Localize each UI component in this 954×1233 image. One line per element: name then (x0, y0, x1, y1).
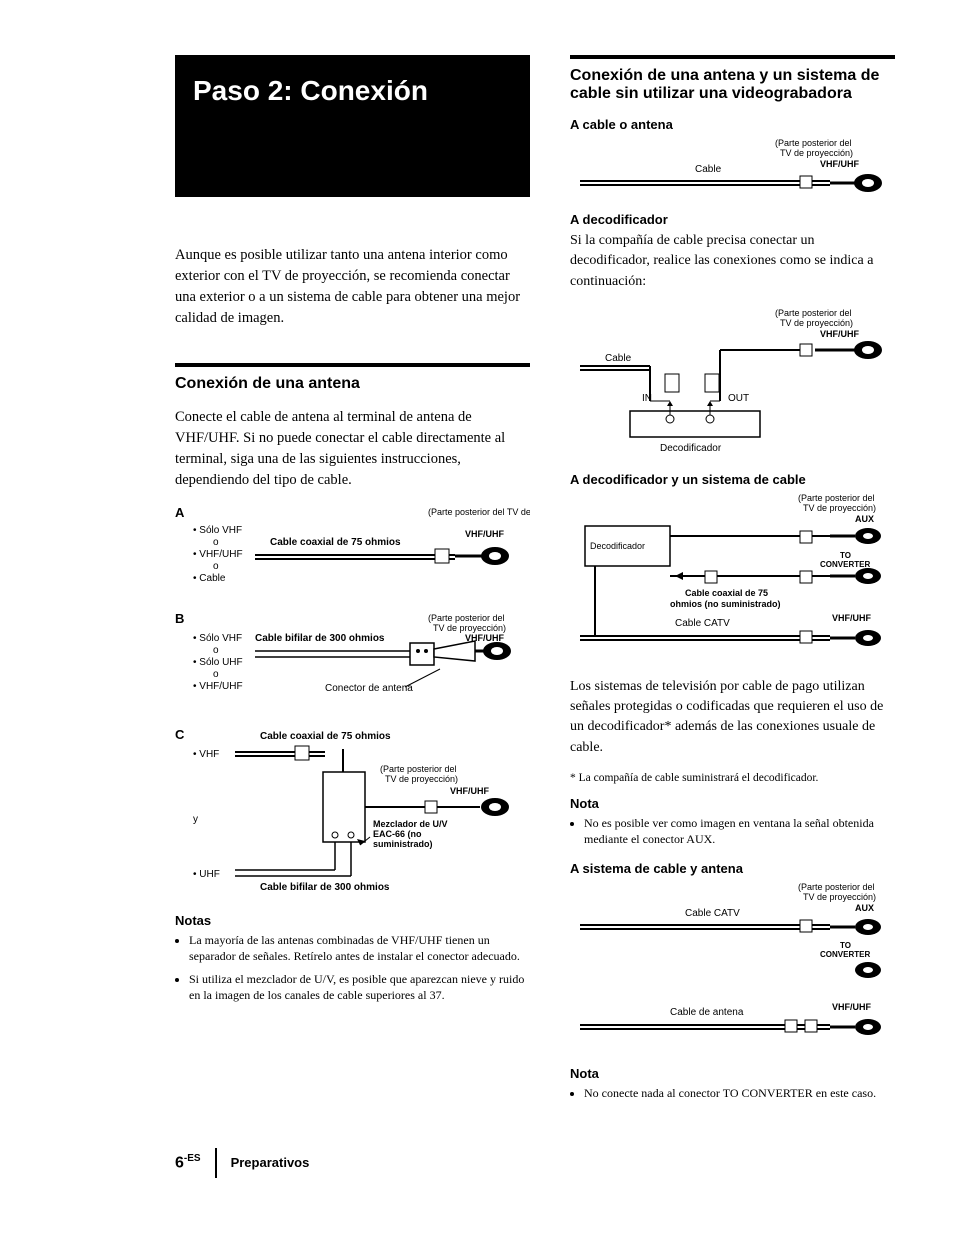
svg-text:• Cable: • Cable (193, 573, 226, 584)
sec4-nota-h: Nota (570, 1066, 895, 1081)
section-rule-right (570, 55, 895, 59)
left-body: Conecte el cable de antena al terminal d… (175, 407, 530, 491)
svg-text:Cable coaxial de 75 ohmios: Cable coaxial de 75 ohmios (270, 537, 401, 548)
svg-text:(Parte posterior del: (Parte posterior del (428, 613, 505, 623)
svg-text:Cable CATV: Cable CATV (685, 908, 740, 919)
svg-text:Decodificador: Decodificador (660, 443, 722, 454)
svg-text:AUX: AUX (855, 514, 874, 524)
svg-text:Cable: Cable (605, 353, 632, 364)
svg-text:VHF/UHF: VHF/UHF (465, 529, 504, 539)
figure-deco-cable: (Parte posterior del TV de proyección) A… (570, 491, 895, 661)
svg-text:VHF/UHF: VHF/UHF (465, 633, 504, 643)
sec3-heading: A decodificador y un sistema de cable (570, 472, 895, 487)
svg-text:o: o (213, 645, 219, 656)
svg-text:Cable CATV: Cable CATV (675, 618, 730, 629)
figure-c: C • VHF y • UHF Cable coaxial de 75 ohmi… (175, 727, 530, 897)
sec3-footnote: * La compañía de cable suministrará el d… (570, 772, 895, 784)
svg-text:TV de proyección): TV de proyección) (780, 318, 853, 328)
svg-text:VHF/UHF: VHF/UHF (820, 329, 859, 339)
figure-a: A • Sólo VHF o • VHF/UHF o • Cable Cable… (175, 505, 530, 595)
sec3-body: Los sistemas de televisión por cable de … (570, 677, 895, 758)
svg-text:(Parte posterior del: (Parte posterior del (775, 138, 852, 148)
sec2-heading: A decodificador (570, 212, 895, 227)
svg-text:TV de proyección): TV de proyección) (433, 623, 506, 633)
sec3-nota-list: No es posible ver como imagen en ventana… (570, 815, 895, 847)
svg-text:ohmios (no suministrado): ohmios (no suministrado) (670, 599, 781, 609)
svg-text:VHF/UHF: VHF/UHF (820, 159, 859, 169)
svg-text:Cable coaxial de 75: Cable coaxial de 75 (685, 588, 768, 598)
svg-text:TV de proyección): TV de proyección) (803, 892, 876, 902)
svg-text:o: o (213, 537, 219, 548)
left-heading: Conexión de una antena (175, 375, 530, 393)
svg-text:• Sólo VHF: • Sólo VHF (193, 633, 242, 644)
svg-text:• VHF: • VHF (193, 749, 219, 760)
figure-b: B • Sólo VHF o • Sólo UHF o • VHF/UHF Ca… (175, 611, 530, 711)
fig-c-letter: C (175, 727, 185, 742)
figure-cable-antena-sys: (Parte posterior del TV de proyección) A… (570, 880, 895, 1050)
svg-text:Cable bifilar de 300 ohmios: Cable bifilar de 300 ohmios (260, 882, 390, 893)
nota-item: No es posible ver como imagen en ventana… (584, 815, 895, 847)
svg-text:CONVERTER: CONVERTER (820, 950, 870, 959)
notas-heading: Notas (175, 913, 530, 928)
svg-text:(Parte posterior del: (Parte posterior del (798, 882, 875, 892)
svg-text:(Parte posterior del: (Parte posterior del (775, 308, 852, 318)
fig-b-letter: B (175, 611, 184, 626)
figure-cable-antena: (Parte posterior del TV de proyección) V… (570, 136, 895, 196)
svg-text:OUT: OUT (728, 393, 749, 404)
svg-text:• VHF/UHF: • VHF/UHF (193, 681, 243, 692)
svg-text:• VHF/UHF: • VHF/UHF (193, 549, 243, 560)
svg-text:TV de proyección): TV de proyección) (385, 774, 458, 784)
page-footer: 6-ES Preparativos (175, 1148, 309, 1178)
svg-text:Mezclador de U/V: Mezclador de U/V (373, 819, 448, 829)
figure-decodificador: (Parte posterior del TV de proyección) V… (570, 306, 895, 456)
svg-text:TV de proyección): TV de proyección) (803, 503, 876, 513)
sec3-nota-h: Nota (570, 796, 895, 811)
svg-text:y: y (193, 814, 198, 825)
svg-text:Cable: Cable (695, 164, 722, 175)
svg-text:Conector de antena: Conector de antena (325, 683, 413, 694)
nota-item: Si utiliza el mezclador de U/V, es posib… (189, 971, 530, 1003)
svg-text:• UHF: • UHF (193, 869, 220, 880)
section-rule (175, 363, 530, 367)
svg-text:TO: TO (840, 551, 851, 560)
step-title-box: Paso 2: Conexión (175, 55, 530, 197)
svg-text:suministrado): suministrado) (373, 839, 433, 849)
svg-text:CONVERTER: CONVERTER (820, 560, 870, 569)
svg-text:IN: IN (642, 393, 652, 404)
sec2-body: Si la compañía de cable precisa conectar… (570, 231, 895, 292)
svg-text:Decodificador: Decodificador (590, 541, 645, 551)
svg-text:AUX: AUX (855, 903, 874, 913)
svg-text:Cable bifilar de 300 ohmios: Cable bifilar de 300 ohmios (255, 633, 385, 644)
intro-paragraph: Aunque es posible utilizar tanto una ant… (175, 245, 530, 329)
svg-text:Cable coaxial de 75 ohmios: Cable coaxial de 75 ohmios (260, 731, 391, 742)
svg-text:TO: TO (840, 941, 851, 950)
svg-text:o: o (213, 561, 219, 572)
notas-list: La mayoría de las antenas combinadas de … (175, 932, 530, 1003)
svg-text:• Sólo UHF: • Sólo UHF (193, 657, 243, 668)
nota-item: La mayoría de las antenas combinadas de … (189, 932, 530, 964)
right-heading: Conexión de una antena y un sistema de c… (570, 67, 895, 103)
svg-text:EAC-66 (no: EAC-66 (no (373, 829, 422, 839)
svg-text:TV de proyección): TV de proyección) (780, 148, 853, 158)
sec1-heading: A cable o antena (570, 117, 895, 132)
svg-text:(Parte posterior del: (Parte posterior del (798, 493, 875, 503)
svg-text:Cable de antena: Cable de antena (670, 1007, 744, 1018)
svg-text:VHF/UHF: VHF/UHF (832, 1002, 871, 1012)
svg-text:(Parte posterior del TV de pro: (Parte posterior del TV de proyección) V… (428, 507, 530, 517)
sec4-nota-list: No conecte nada al conector TO CONVERTER… (570, 1085, 895, 1101)
svg-text:• Sólo VHF: • Sólo VHF (193, 525, 242, 536)
fig-a-letter: A (175, 505, 185, 520)
sec4-heading: A sistema de cable y antena (570, 861, 895, 876)
svg-text:(Parte posterior del: (Parte posterior del (380, 764, 457, 774)
nota-item: No conecte nada al conector TO CONVERTER… (584, 1085, 895, 1101)
svg-text:VHF/UHF: VHF/UHF (832, 613, 871, 623)
svg-text:VHF/UHF: VHF/UHF (450, 786, 489, 796)
svg-text:o: o (213, 669, 219, 680)
